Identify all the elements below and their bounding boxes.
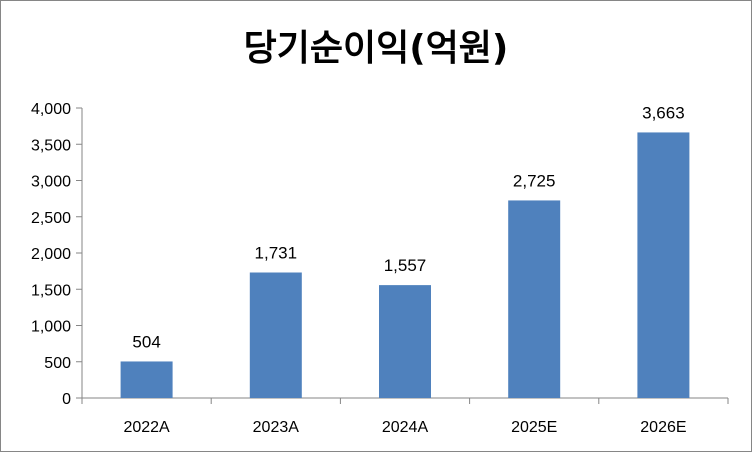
data-label: 1,731	[255, 244, 298, 263]
y-tick-label: 2,000	[31, 246, 71, 263]
x-tick-label: 2024A	[382, 419, 429, 436]
y-tick-label: 3,500	[31, 137, 71, 154]
data-label: 2,725	[513, 171, 556, 190]
x-tick-label: 2025E	[511, 419, 557, 436]
y-tick-label: 4,000	[31, 101, 71, 118]
chart-title: 당기순이익(억원)	[243, 28, 509, 69]
y-tick-label: 1,500	[31, 282, 71, 299]
y-tick-label: 3,000	[31, 174, 71, 191]
y-tick-label: 0	[62, 391, 71, 408]
bar-2022A	[120, 361, 173, 398]
bar-2025E	[508, 200, 561, 398]
data-label: 3,663	[642, 103, 685, 122]
bar-2026E	[637, 132, 690, 398]
y-tick-label: 1,000	[31, 319, 71, 336]
bar-2024A	[379, 285, 431, 398]
data-label: 504	[132, 332, 160, 351]
x-tick-label: 2022A	[123, 419, 170, 436]
x-tick-label: 2023A	[253, 419, 300, 436]
bar-2023A	[249, 272, 302, 398]
x-tick-label: 2026E	[640, 419, 686, 436]
y-tick-label: 2,500	[31, 210, 71, 227]
y-tick-label: 500	[44, 355, 71, 372]
data-label: 1,557	[384, 256, 427, 275]
